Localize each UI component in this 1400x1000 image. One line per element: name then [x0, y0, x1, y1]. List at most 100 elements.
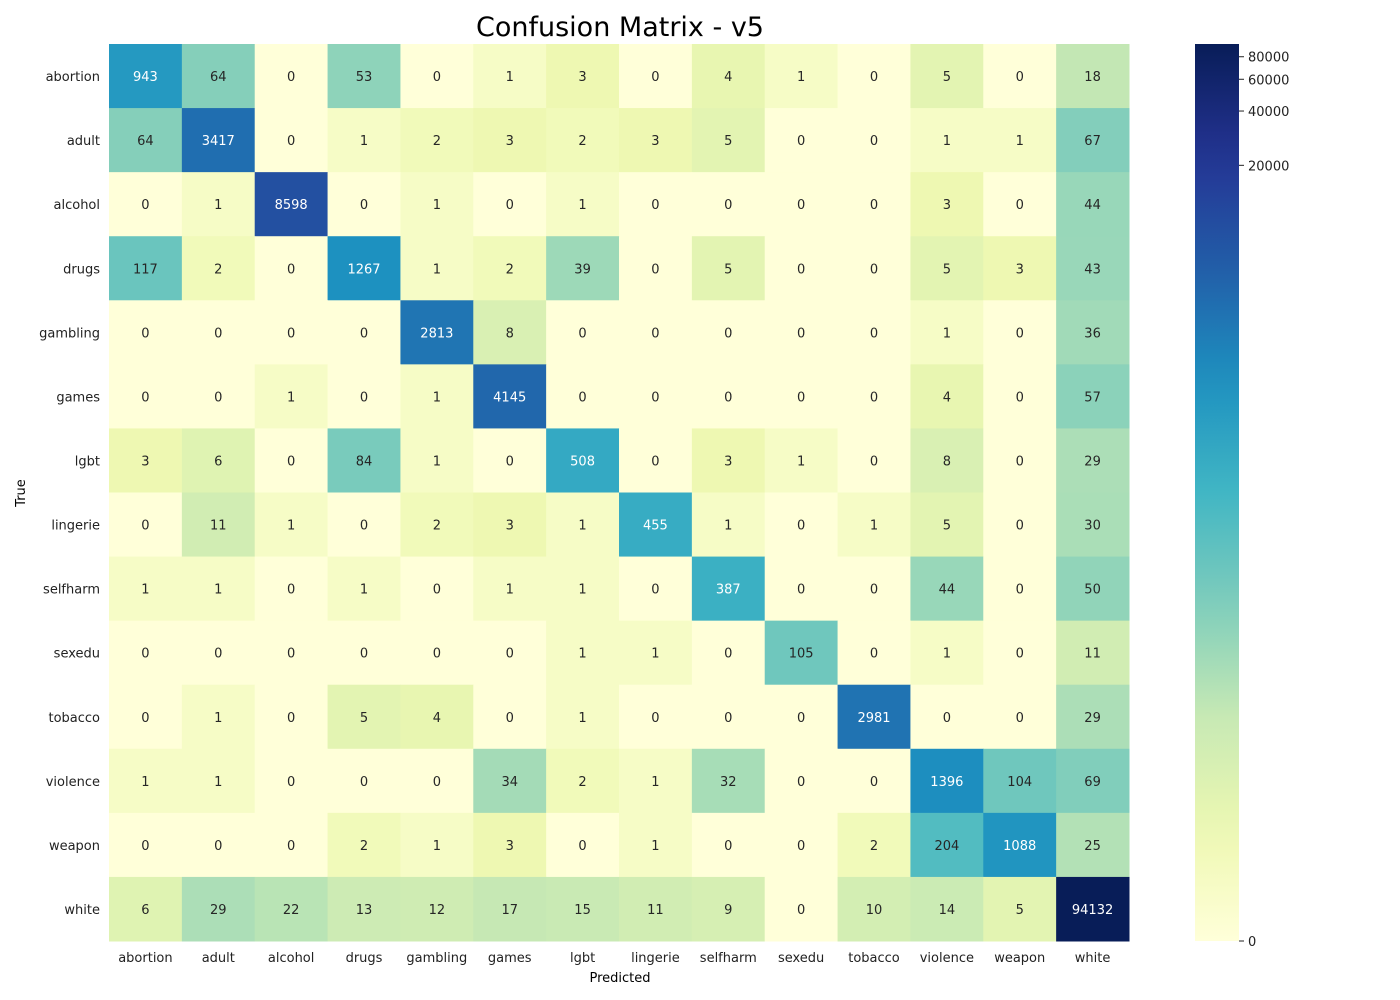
heatmap-cell: [764, 236, 839, 301]
heatmap-cell: [327, 300, 401, 365]
heatmap-cell: [1056, 556, 1130, 622]
heatmap-cell: [691, 236, 766, 301]
heatmap-cell-value: 69: [1084, 775, 1101, 790]
heatmap-cell: [764, 492, 839, 558]
heatmap-cell: [910, 172, 984, 237]
heatmap-cell-value: 0: [287, 775, 295, 790]
heatmap-cell-value: 22: [283, 903, 300, 918]
y-tick-label: lingerie: [51, 519, 100, 534]
heatmap-cell: [254, 364, 329, 429]
heatmap-cell: [910, 300, 984, 365]
heatmap-cell-value: 0: [506, 454, 514, 469]
heatmap-cell-value: 3: [724, 454, 732, 469]
heatmap-cell-value: 0: [141, 198, 149, 213]
heatmap-cell: [400, 236, 474, 301]
x-tick-label: sexedu: [778, 951, 824, 966]
heatmap-cell: [181, 364, 256, 429]
heatmap-cell-value: 1: [287, 390, 295, 405]
heatmap-cell-value: 0: [724, 326, 732, 341]
heatmap-cell-value: 0: [360, 326, 368, 341]
heatmap-cell-value: 1: [433, 454, 441, 469]
heatmap-cell: [1056, 620, 1130, 686]
heatmap-cell: [619, 364, 693, 429]
heatmap-cell: [254, 556, 329, 622]
heatmap-cell-value: 0: [651, 262, 659, 277]
heatmap-cell: [837, 428, 911, 493]
heatmap-cell-value: 2: [360, 839, 368, 854]
heatmap-cell: [910, 812, 984, 878]
heatmap-cell-value: 9: [724, 903, 732, 918]
heatmap-cell: [983, 684, 1057, 750]
heatmap-cell: [181, 556, 256, 622]
heatmap-cell-value: 0: [360, 198, 368, 213]
heatmap-cell-value: 6: [214, 454, 222, 469]
heatmap-cell-value: 204: [934, 839, 959, 854]
heatmap-cell-value: 3: [578, 70, 586, 85]
heatmap-cell-value: 1: [870, 519, 878, 534]
heatmap-cell: [619, 44, 693, 109]
heatmap-cell-value: 84: [356, 454, 373, 469]
y-tick-label: lgbt: [75, 454, 100, 469]
heatmap-cell-value: 1: [578, 711, 586, 726]
heatmap-cell-value: 50: [1084, 583, 1101, 598]
heatmap-cell: [327, 812, 401, 878]
heatmap-cell-value: 1: [433, 262, 441, 277]
heatmap-cell: [327, 108, 401, 173]
heatmap-cell: [400, 428, 474, 493]
heatmap-cell: [327, 428, 401, 493]
heatmap-cell-value: 0: [287, 454, 295, 469]
y-tick-label: drugs: [63, 262, 100, 277]
heatmap-cell-value: 1: [214, 583, 222, 598]
heatmap-cell-value: 0: [724, 390, 732, 405]
heatmap-cell-value: 0: [797, 519, 805, 534]
heatmap-cell: [764, 556, 839, 622]
y-tick-label: sexedu: [54, 647, 100, 662]
heatmap-cell: [910, 748, 984, 814]
heatmap-cell: [400, 108, 474, 173]
heatmap-cell: [109, 876, 183, 942]
y-tick-label: violence: [46, 775, 100, 790]
heatmap-cell-value: 0: [433, 647, 441, 662]
heatmap-cell: [254, 684, 329, 750]
heatmap-cell: [691, 44, 766, 109]
x-tick-label: gambling: [406, 951, 467, 966]
heatmap-cell: [983, 748, 1057, 814]
heatmap-cell: [837, 172, 911, 237]
heatmap-cell-value: 0: [287, 262, 295, 277]
heatmap-cell: [400, 364, 474, 429]
heatmap-cell: [473, 556, 547, 622]
heatmap-cell-value: 1: [578, 583, 586, 598]
heatmap-cell-value: 0: [360, 519, 368, 534]
heatmap-cell-value: 1: [943, 134, 951, 149]
heatmap-cell-value: 0: [651, 198, 659, 213]
heatmap-cell-value: 1: [214, 711, 222, 726]
heatmap-cell: [691, 876, 766, 942]
heatmap-cell: [764, 748, 839, 814]
heatmap-cell: [837, 812, 911, 878]
heatmap-cell-value: 1: [1016, 134, 1024, 149]
heatmap-cell-value: 0: [1016, 390, 1024, 405]
colorbar-tick-label: 0: [1248, 935, 1256, 950]
heatmap-cell: [837, 236, 911, 301]
heatmap-cell-value: 0: [287, 134, 295, 149]
heatmap-cell: [254, 300, 329, 365]
heatmap-cell-value: 29: [1084, 711, 1101, 726]
x-axis-label: Predicted: [589, 971, 650, 986]
heatmap-cell-value: 1396: [930, 775, 963, 790]
heatmap-cell: [546, 748, 620, 814]
heatmap-cell-value: 0: [141, 647, 149, 662]
heatmap-cell-value: 1: [724, 519, 732, 534]
y-tick-label: tobacco: [48, 711, 100, 726]
heatmap-cell-value: 0: [797, 775, 805, 790]
heatmap-cell-value: 2981: [857, 711, 890, 726]
heatmap-cell: [910, 364, 984, 429]
heatmap-cell: [400, 300, 474, 365]
heatmap-cell: [837, 620, 911, 686]
heatmap-cell: [181, 620, 256, 686]
heatmap-cell-value: 105: [789, 647, 814, 662]
heatmap-cell: [1056, 876, 1130, 942]
heatmap-cell-value: 0: [360, 647, 368, 662]
heatmap-cell-value: 0: [797, 326, 805, 341]
heatmap-cell: [181, 172, 256, 237]
